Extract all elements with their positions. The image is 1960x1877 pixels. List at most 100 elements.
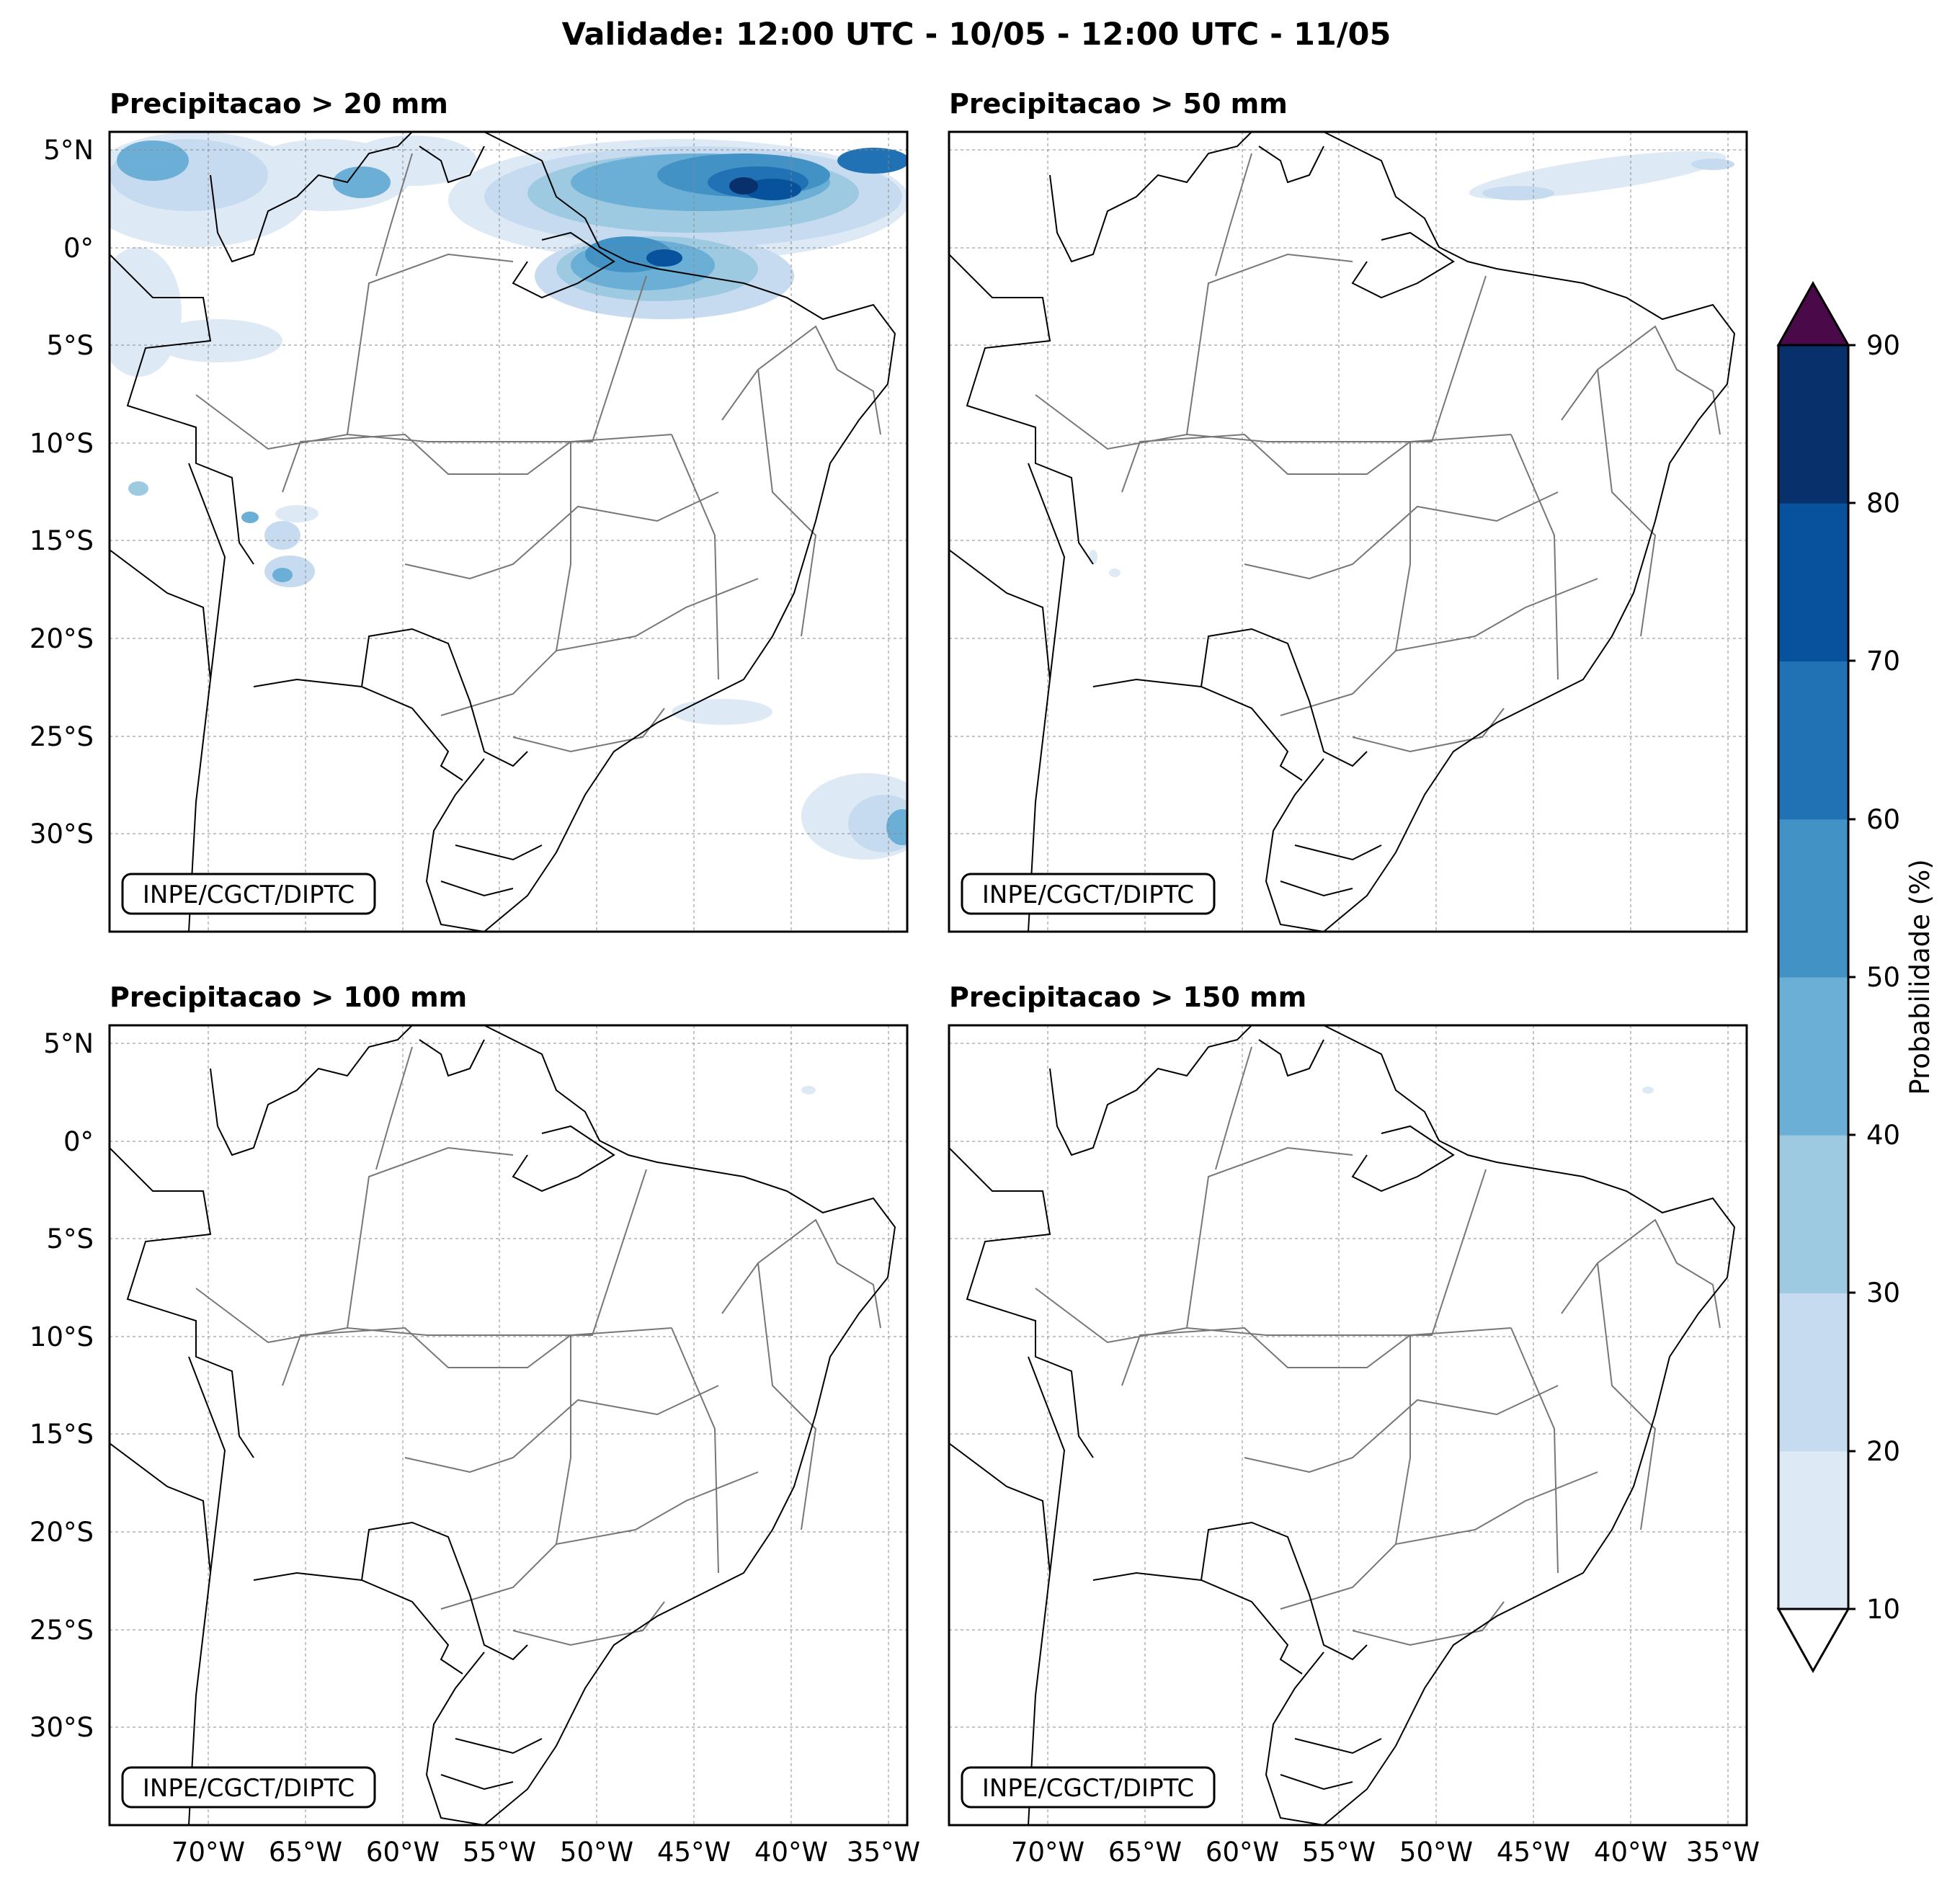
map-frame (949, 132, 1747, 932)
lon-label: 65°W (1108, 1837, 1182, 1868)
colorbar-tick-label: 40 (1866, 1120, 1900, 1151)
lon-label: 60°W (1206, 1837, 1279, 1868)
colorbar-segment (1778, 1293, 1848, 1452)
lat-label: 20°S (30, 623, 94, 654)
axes-border (948, 130, 1748, 933)
colorbar-tick-label: 70 (1866, 646, 1900, 677)
probability-shading (1089, 151, 1734, 577)
colorbar-tick-label: 30 (1866, 1278, 1900, 1308)
country-borders (110, 132, 896, 932)
country-borders (110, 1025, 896, 1825)
lat-label: 15°S (30, 525, 94, 556)
axes-border (948, 1024, 1748, 1827)
colorbar-ticks (1848, 344, 1856, 1610)
country-borders (949, 132, 1736, 932)
lon-label: 70°W (1011, 1837, 1084, 1868)
colorbar-extend-max (1776, 280, 1850, 347)
axes-border (108, 1024, 909, 1827)
lat-label: 25°S (30, 1615, 94, 1646)
lon-label: 35°W (847, 1837, 920, 1868)
credit-label: INPE/CGCT/DIPTC (121, 873, 376, 915)
state-borders (195, 1046, 881, 1646)
country-borders (949, 1025, 1736, 1825)
lat-label: 10°S (30, 1321, 94, 1352)
lon-label: 50°W (1399, 1837, 1473, 1868)
lat-label: 20°S (30, 1517, 94, 1548)
lat-label: 25°S (30, 721, 94, 752)
lon-label: 35°W (1686, 1837, 1760, 1868)
colorbar-segment (1778, 1135, 1848, 1293)
colorbar-segments (1778, 345, 1848, 1610)
lat-label: 0° (63, 233, 94, 264)
credit-text: INPE/CGCT/DIPTC (143, 1774, 355, 1803)
panel-title: Precipitacao > 20 mm (110, 88, 448, 120)
panel-precip-150mm: Precipitacao > 150 mm (948, 981, 1748, 1827)
colorbar-segment (1778, 661, 1848, 820)
lon-label: 55°W (463, 1837, 536, 1868)
state-borders (195, 153, 881, 753)
colorbar: 10 20 30 40 50 60 70 80 90 Probabilidade… (1776, 280, 1936, 1674)
credit-text: INPE/CGCT/DIPTC (143, 880, 355, 909)
colorbar-segment (1778, 977, 1848, 1136)
credit-label: INPE/CGCT/DIPTC (961, 1766, 1216, 1809)
lon-label: 55°W (1302, 1837, 1376, 1868)
lon-label: 70°W (172, 1837, 245, 1868)
probability-shading (1642, 1087, 1654, 1094)
credit-label: INPE/CGCT/DIPTC (961, 873, 1216, 915)
colorbar-segment (1778, 503, 1848, 661)
lat-label: 30°S (30, 819, 94, 850)
credit-text: INPE/CGCT/DIPTC (982, 880, 1194, 909)
colorbar-tick-label: 50 (1866, 962, 1900, 993)
map-frame (110, 1025, 907, 1825)
lon-label: 50°W (560, 1837, 633, 1868)
colorbar-tick-label: 60 (1866, 804, 1900, 835)
lat-label: 5°N (43, 135, 94, 166)
lat-label: 15°S (30, 1419, 94, 1450)
lon-axis-left: 70°W 65°W 60°W 55°W 50°W 45°W 40°W 35°W (172, 1837, 920, 1868)
panel-precip-100mm: Precipitacao > 100 mm (108, 981, 909, 1827)
colorbar-tick-label: 10 (1866, 1594, 1900, 1625)
state-borders (1035, 1046, 1721, 1646)
state-borders (1035, 153, 1721, 753)
lon-label: 45°W (657, 1837, 731, 1868)
lon-label: 40°W (754, 1837, 828, 1868)
probability-shading (110, 132, 907, 860)
colorbar-tick-label: 90 (1866, 330, 1900, 361)
axes-border (108, 130, 909, 933)
colorbar-label: Probabilidade (%) (1905, 859, 1936, 1094)
probability-shading (801, 1086, 816, 1094)
gridlines (949, 1025, 1747, 1825)
lat-label: 5°S (46, 330, 94, 361)
gridlines (110, 132, 907, 932)
lon-label: 60°W (366, 1837, 440, 1868)
lat-label: 30°S (30, 1712, 94, 1743)
colorbar-segment (1778, 345, 1848, 504)
lat-label: 5°N (43, 1028, 94, 1059)
figure-title: Validade: 12:00 UTC - 10/05 - 12:00 UTC … (562, 17, 1391, 53)
colorbar-tick-label: 20 (1866, 1436, 1900, 1467)
panel-title: Precipitacao > 150 mm (949, 981, 1306, 1013)
lat-label: 10°S (30, 428, 94, 459)
colorbar-segment (1778, 819, 1848, 978)
lat-axis-top: 5°N 0° 5°S 10°S 15°S 20°S 25°S 30°S (30, 135, 94, 850)
map-frame (949, 1025, 1747, 1825)
colorbar-extend-min (1776, 1608, 1850, 1674)
lon-label: 40°W (1594, 1837, 1667, 1868)
gridlines (110, 1025, 907, 1825)
panel-precip-20mm: Precipitacao > 20 mm (108, 88, 909, 933)
lat-label: 5°S (46, 1223, 94, 1254)
credit-label: INPE/CGCT/DIPTC (121, 1766, 376, 1809)
colorbar-tick-label: 80 (1866, 488, 1900, 519)
colorbar-tick-labels: 10 20 30 40 50 60 70 80 90 (1866, 330, 1900, 1625)
lon-axis-right: 70°W 65°W 60°W 55°W 50°W 45°W 40°W 35°W (1011, 1837, 1760, 1868)
lon-label: 65°W (269, 1837, 342, 1868)
panel-title: Precipitacao > 100 mm (110, 981, 467, 1013)
colorbar-segment (1778, 1450, 1848, 1610)
lon-label: 45°W (1497, 1837, 1570, 1868)
credit-text: INPE/CGCT/DIPTC (982, 1774, 1194, 1803)
panel-precip-50mm: Precipitacao > 50 mm (948, 88, 1748, 933)
gridlines (949, 132, 1747, 932)
lat-label: 0° (63, 1126, 94, 1157)
panel-title: Precipitacao > 50 mm (949, 88, 1288, 120)
